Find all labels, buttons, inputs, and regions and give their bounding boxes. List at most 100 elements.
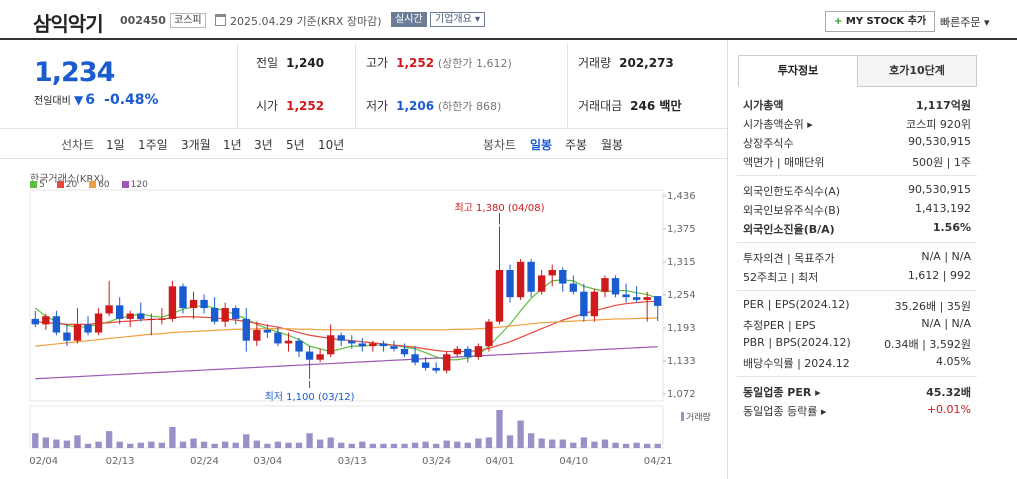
volume-bar <box>369 443 377 448</box>
candle-body <box>495 269 504 322</box>
candle-body <box>369 343 377 347</box>
candle-body <box>326 335 335 355</box>
info-value: N/A | N/A <box>921 317 971 330</box>
company-overview-dropdown[interactable]: 기업개요 ▾ <box>430 12 485 27</box>
tab-1w[interactable]: 1주일 <box>138 138 168 152</box>
tab-investment-info[interactable]: 투자정보 <box>738 55 858 87</box>
my-stock-label: MY STOCK 추가 <box>845 16 927 27</box>
x-tick-label: 04/21 <box>644 456 673 467</box>
info-value: 1,612 | 992 <box>907 269 971 282</box>
tab-weekly[interactable]: 주봉 <box>565 138 588 152</box>
candle-body <box>284 340 293 344</box>
stock-header: 삼익악기 002450 코스피 2025.04.29 기준(KRX 장마감) 실… <box>0 0 1017 40</box>
volume-bar <box>644 443 651 448</box>
info-key: 52주최고 | 최저 <box>743 271 819 284</box>
info-value: 0.34배 | 3,592원 <box>884 338 971 351</box>
tab-3y[interactable]: 3년 <box>254 138 273 152</box>
volume-bar <box>570 442 577 448</box>
realtime-button[interactable]: 실시간 <box>391 12 427 27</box>
volume-bar <box>253 440 260 448</box>
volume-bar <box>306 433 313 448</box>
down-triangle-icon: ▼ <box>74 93 84 107</box>
volume-bar <box>601 439 609 448</box>
volume-bar <box>158 442 166 448</box>
candle-body <box>31 318 39 325</box>
volume-bar <box>527 433 535 448</box>
ma120-line <box>35 346 658 380</box>
info-value: 90,530,915 <box>908 183 971 196</box>
volume-bar <box>580 437 588 448</box>
candle-body <box>189 299 198 309</box>
info-row: 액면가 | 매매단위 500원 | 1주 <box>743 154 971 169</box>
volume-legend-swatch <box>681 412 684 421</box>
tab-orderbook[interactable]: 호가10단계 <box>857 55 977 87</box>
candle-body <box>73 324 82 341</box>
volume-bar <box>169 426 176 448</box>
volume-bar <box>222 441 229 448</box>
volume-bar <box>327 437 334 448</box>
tab-1y[interactable]: 1년 <box>223 138 242 152</box>
legend-swatch <box>121 181 129 188</box>
tab-3m[interactable]: 3개월 <box>181 138 211 152</box>
ma-legend: 5 20 60 120 <box>30 180 160 190</box>
price-plot-frame <box>29 189 664 402</box>
candle-body <box>200 299 208 309</box>
volume-label: 거래량 <box>686 411 711 423</box>
info-row: 외국인한도주식수(A) 90,530,915 <box>743 183 971 198</box>
info-value: 35.26배 | 35원 <box>894 300 971 313</box>
y-tick-label: 1,133 <box>667 356 696 367</box>
candle-body <box>94 313 103 333</box>
price-chart[interactable]: 1,436 1,375 1,315 1,254 1,193 1,133 1,072 최고 1,… <box>0 185 727 479</box>
tab-10y[interactable]: 10년 <box>318 138 345 152</box>
volume-plot-frame <box>29 405 664 449</box>
info-value: 코스피 920위 <box>906 118 971 131</box>
volume-bar <box>390 443 398 448</box>
info-row: 외국인소진율(B/A) 1.56% <box>743 221 971 236</box>
candle-body <box>63 332 71 341</box>
legend-label: 5 <box>39 180 45 190</box>
candle-body <box>400 348 409 355</box>
volume-bar <box>105 431 113 448</box>
candle-body <box>622 294 630 298</box>
legend-ma120: 120 <box>121 180 154 190</box>
line-chart-label[interactable]: 선차트 <box>61 138 95 152</box>
volume-bar <box>274 441 282 448</box>
candle-body <box>379 343 388 347</box>
my-stock-add-button[interactable]: + MY STOCK 추가 <box>825 11 936 32</box>
info-key: 외국인한도주식수(A) <box>743 185 841 198</box>
info-key: 시가총액 <box>743 99 784 112</box>
volume-bar <box>559 439 566 448</box>
y-tick-label: 1,315 <box>667 257 696 268</box>
volume-bar <box>232 442 239 448</box>
candle-body <box>654 296 662 306</box>
info-separator <box>737 175 977 176</box>
tab-1d[interactable]: 1일 <box>106 138 125 152</box>
info-row: 상장주식수 90,530,915 <box>743 135 971 150</box>
divider <box>567 44 568 128</box>
candle-body <box>474 346 483 358</box>
tab-daily[interactable]: 일봉 <box>530 138 553 152</box>
candle-body <box>580 291 588 317</box>
divider <box>355 44 356 128</box>
divider <box>237 44 238 128</box>
tab-5y[interactable]: 5년 <box>286 138 305 152</box>
chart-source: 한국거래소(KRX) <box>30 174 105 185</box>
info-value: 4.05% <box>936 355 971 368</box>
high-annotation: 최고 1,380 (04/08) <box>454 202 544 214</box>
volume-bar <box>612 442 619 448</box>
volume-bar <box>243 434 250 448</box>
volume-bar <box>348 443 355 448</box>
candle-body <box>115 305 124 319</box>
volume-bar <box>295 442 303 448</box>
candle-body <box>295 340 303 352</box>
candle-body <box>42 316 50 325</box>
prev-close: 전일 1,240 <box>256 56 325 70</box>
legend-swatch <box>30 181 37 188</box>
change-label: 전일대비 <box>34 96 71 107</box>
info-key: 동일업종 등락률 ▸ <box>743 405 827 418</box>
quick-order-dropdown[interactable]: 빠른주문 ▾ <box>940 16 990 29</box>
tab-monthly[interactable]: 월봉 <box>601 138 624 152</box>
info-row: 시가총액 1,117억원 <box>743 97 971 112</box>
info-key: 시가총액순위 ▸ <box>743 118 813 131</box>
volume-bar <box>338 442 345 448</box>
